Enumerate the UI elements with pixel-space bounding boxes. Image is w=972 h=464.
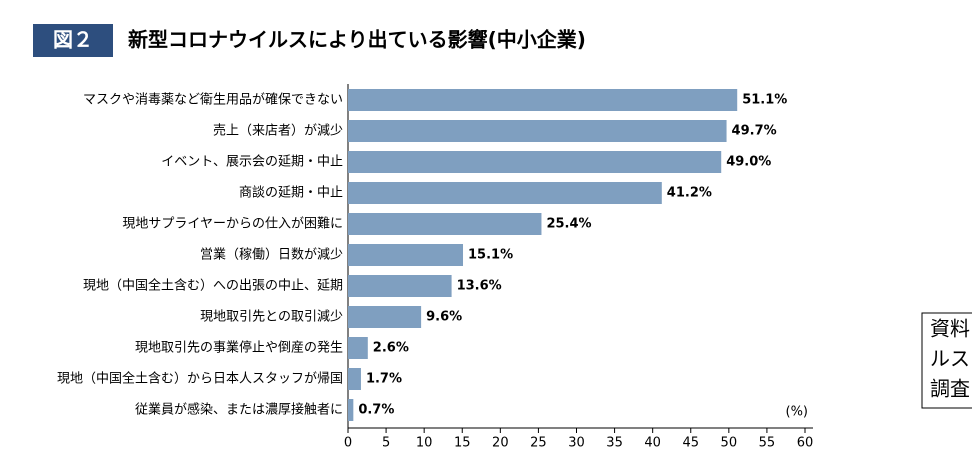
bar <box>348 213 542 235</box>
y-tick-label: 営業（稼働）日数が減少 <box>200 247 343 263</box>
y-tick-label: マスクや消毒薬など衛生用品が確保できない <box>83 92 343 108</box>
x-tick-label: 25 <box>530 436 547 451</box>
value-label: 15.1% <box>468 248 513 263</box>
y-tick-label: イベント、展示会の延期・中止 <box>161 155 343 170</box>
y-tick-label: 現地取引先との取引減少 <box>200 309 343 325</box>
value-label: 13.6% <box>457 279 502 294</box>
value-label: 9.6% <box>426 310 462 325</box>
x-tick-label: 20 <box>492 436 509 451</box>
note-text: 資料 <box>930 317 970 341</box>
x-tick-label: 40 <box>644 436 661 451</box>
bar <box>348 89 738 111</box>
y-tick-label: 現地（中国全土含む）から日本人スタッフが帰国 <box>57 371 343 387</box>
figure-badge <box>33 24 113 57</box>
value-label: 51.1% <box>742 93 787 108</box>
figure-label: 図２ <box>53 28 93 52</box>
bar <box>348 151 722 173</box>
note-box <box>921 312 972 409</box>
unit-label: (%) <box>786 405 809 420</box>
x-tick-label: 5 <box>382 436 390 451</box>
y-tick-label: 現地サプライヤーからの仕入が困難に <box>122 217 343 232</box>
y-tick-label: 従業員が感染、または濃厚接触者に <box>135 402 343 418</box>
x-tick-label: 55 <box>759 436 776 451</box>
bar <box>348 182 662 204</box>
x-tick-label: 60 <box>797 436 814 451</box>
note-text: 調査 <box>930 377 970 401</box>
bar <box>348 275 452 297</box>
x-tick-label: 0 <box>344 436 352 451</box>
y-tick-label: 売上（来店者）が減少 <box>213 123 343 139</box>
bar <box>348 306 422 328</box>
bar <box>348 399 354 421</box>
y-tick-label: 現地取引先の事業停止や倒産の発生 <box>135 340 343 356</box>
note-text: ルス <box>930 347 970 371</box>
y-tick-label: 現地（中国全土含む）への出張の中止、延期 <box>83 278 343 294</box>
bar <box>348 244 464 266</box>
x-tick-label: 50 <box>721 436 738 451</box>
y-tick-label: 商談の延期・中止 <box>239 185 343 201</box>
x-tick-label: 15 <box>454 436 471 451</box>
x-tick-label: 30 <box>568 436 585 451</box>
bar <box>348 337 368 359</box>
x-tick-label: 10 <box>416 436 433 451</box>
value-label: 25.4% <box>546 217 591 232</box>
value-label: 49.0% <box>726 155 771 170</box>
value-label: 49.7% <box>732 124 777 139</box>
x-tick-label: 35 <box>606 436 623 451</box>
bar <box>348 368 361 390</box>
value-label: 0.7% <box>358 403 394 418</box>
x-tick-label: 45 <box>682 436 699 451</box>
value-label: 2.6% <box>373 341 409 356</box>
bar <box>348 120 727 142</box>
chart-title: 新型コロナウイルスにより出ている影響(中小企業) <box>128 28 586 52</box>
value-label: 41.2% <box>667 186 712 201</box>
value-label: 1.7% <box>366 372 402 387</box>
